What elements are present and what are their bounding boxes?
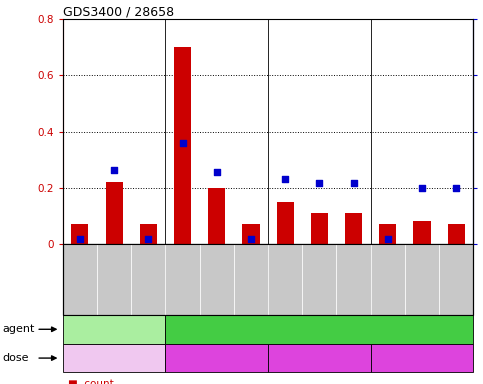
Bar	[448, 224, 465, 244]
Bar	[106, 182, 123, 244]
Point	[110, 167, 118, 173]
Text: 150 mg/kg: 150 mg/kg	[187, 353, 247, 363]
Point	[453, 185, 460, 191]
Text: control: control	[95, 353, 133, 363]
Bar	[277, 202, 294, 244]
Point	[144, 236, 152, 242]
Bar	[379, 224, 397, 244]
Text: GSM253585: GSM253585	[75, 255, 85, 304]
Text: GSM253588: GSM253588	[178, 255, 187, 304]
Text: GDS3400 / 28658: GDS3400 / 28658	[63, 5, 174, 18]
Point	[76, 236, 84, 242]
Text: GSM253591: GSM253591	[281, 255, 290, 304]
Point	[418, 185, 426, 191]
Point	[213, 169, 221, 175]
Text: agent: agent	[2, 324, 35, 334]
Bar	[345, 213, 362, 244]
Point	[179, 140, 186, 146]
Bar	[71, 224, 88, 244]
Text: GSM253590: GSM253590	[246, 255, 256, 304]
Text: cephalosporin: cephalosporin	[280, 324, 358, 334]
Bar	[311, 213, 328, 244]
Text: GSM253589: GSM253589	[212, 255, 221, 304]
Point	[281, 175, 289, 182]
Bar	[140, 224, 157, 244]
Text: GSM253594: GSM253594	[384, 255, 392, 304]
Text: ■  count: ■ count	[68, 379, 114, 384]
Text: 600 mg/kg: 600 mg/kg	[392, 353, 452, 363]
Bar	[174, 47, 191, 244]
Text: GSM253592: GSM253592	[315, 255, 324, 304]
Text: GSM253586: GSM253586	[110, 255, 119, 304]
Text: GSM253596: GSM253596	[452, 255, 461, 304]
Text: GSM253595: GSM253595	[417, 255, 426, 304]
Bar	[242, 224, 259, 244]
Point	[350, 180, 357, 186]
Point	[315, 180, 323, 186]
Text: GSM253593: GSM253593	[349, 255, 358, 304]
Text: saline: saline	[98, 324, 130, 334]
Text: 300 mg/kg: 300 mg/kg	[289, 353, 349, 363]
Text: GSM253587: GSM253587	[144, 255, 153, 304]
Point	[384, 236, 392, 242]
Bar	[413, 221, 430, 244]
Point	[247, 236, 255, 242]
Text: dose: dose	[2, 353, 29, 363]
Bar	[208, 188, 225, 244]
